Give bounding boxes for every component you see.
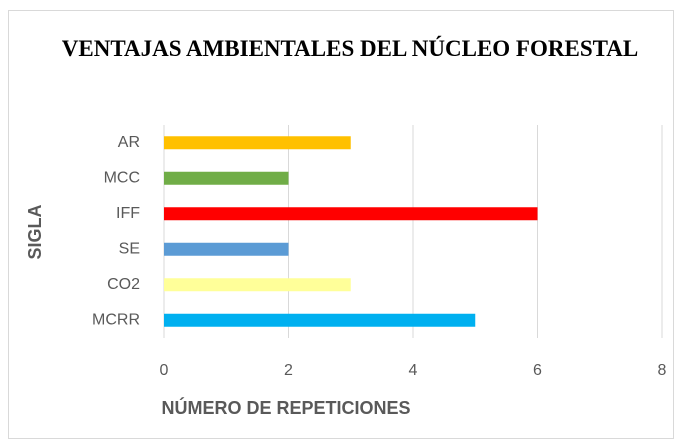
x-tick-label: 0: [160, 362, 169, 379]
y-tick-label: MCC: [104, 169, 140, 186]
bar: [164, 207, 538, 221]
x-tick-label: 6: [533, 362, 542, 379]
bar: [164, 278, 351, 292]
chart-title: VENTAJAS AMBIENTALES DEL NÚCLEO FORESTAL: [61, 36, 639, 61]
y-tick-label: MCRR: [92, 311, 140, 328]
y-tick-label: CO2: [107, 276, 140, 293]
bar: [164, 171, 289, 185]
bar: [164, 313, 476, 327]
y-tick-label: AR: [118, 134, 140, 151]
bar: [164, 242, 289, 256]
y-tick-label: SE: [119, 240, 140, 257]
y-tick-label: IFF: [116, 205, 140, 222]
x-tick-label: 2: [284, 362, 293, 379]
x-axis-label: NÚMERO DE REPETICIONES: [161, 397, 410, 418]
bar: [164, 136, 351, 150]
x-tick-label: 8: [658, 362, 667, 379]
chart-border: [8, 10, 674, 439]
y-axis-label: SIGLA: [25, 204, 45, 259]
x-tick-label: 4: [409, 362, 418, 379]
